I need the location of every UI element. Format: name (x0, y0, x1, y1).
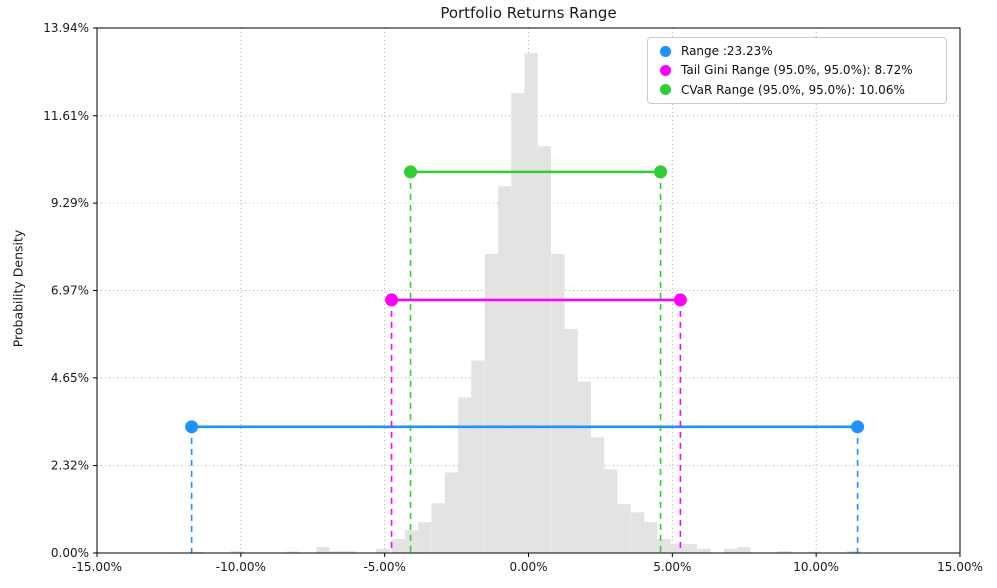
histogram-bar (697, 548, 711, 553)
histogram-bar (498, 186, 512, 553)
histogram-bar (376, 548, 390, 553)
histogram-bar (537, 146, 552, 553)
chart-title: Portfolio Returns Range (440, 4, 617, 22)
histogram-bar (590, 437, 605, 553)
histogram-bar (418, 522, 432, 553)
legend-item-cvar: CVaR Range (95.0%, 95.0%): 10.06% (656, 81, 938, 99)
range-endpoint-dot (385, 293, 399, 307)
histogram-bar (444, 472, 459, 553)
legend-label-range: Range :23.23% (681, 44, 773, 59)
legend-label-tail-gini: Tail Gini Range (95.0%, 95.0%): 8.72% (681, 63, 913, 78)
x-tick-label: -15.00% (72, 560, 122, 574)
x-tick-label: 10.00% (793, 560, 839, 574)
histogram-bar (644, 522, 658, 553)
legend-label-cvar: CVaR Range (95.0%, 95.0%): 10.06% (681, 82, 905, 97)
histogram-bar (806, 551, 820, 553)
histogram-bar (431, 503, 445, 553)
histogram-bar (524, 53, 538, 553)
histogram-bar (777, 551, 791, 553)
range-endpoint-dot (404, 165, 418, 179)
range-endpoint-dot (185, 420, 199, 434)
legend-item-range: Range :23.23% (656, 42, 938, 60)
tail-gini-legend-dot-icon (660, 64, 671, 76)
histogram-bar (604, 469, 618, 553)
histogram-bar (484, 253, 499, 553)
y-tick-label: 11.61% (43, 109, 89, 123)
histogram-bar (723, 548, 738, 553)
histogram-bar (230, 551, 244, 553)
range-endpoint-dot (851, 420, 865, 434)
y-axis-label: Probability Density (10, 229, 26, 348)
histogram-bar (577, 381, 591, 553)
histogram-bar (190, 551, 204, 553)
histogram-bar (670, 543, 684, 553)
y-tick-label: 13.94% (43, 21, 89, 35)
histogram-bar (329, 551, 344, 553)
histogram-bar (564, 328, 578, 553)
range-legend-dot-icon (660, 45, 671, 57)
histogram-bar (343, 551, 357, 553)
legend-box: Range :23.23% Tail Gini Range (95.0%, 95… (647, 37, 947, 104)
histogram-bar (737, 546, 751, 553)
histogram-bar (551, 253, 565, 553)
cvar-legend-dot-icon (660, 84, 671, 96)
histogram-bar (285, 551, 299, 553)
histogram-bar (316, 546, 330, 553)
histogram-bar (630, 512, 645, 553)
histogram-bar (471, 360, 485, 553)
x-tick-label: 0.00% (509, 560, 547, 574)
histogram-bar (391, 539, 405, 553)
range-endpoint-dot (673, 293, 687, 307)
histogram-bar (458, 397, 472, 553)
y-tick-label: 2.32% (51, 459, 89, 473)
histogram-bar (683, 543, 698, 553)
y-tick-label: 0.00% (51, 546, 89, 560)
histogram-bar (657, 539, 671, 553)
y-tick-label: 6.97% (51, 284, 89, 298)
legend-item-tail-gini: Tail Gini Range (95.0%, 95.0%): 8.72% (656, 61, 938, 79)
y-tick-label: 9.29% (51, 196, 89, 210)
x-tick-label: 15.00% (937, 560, 983, 574)
x-tick-label: -10.00% (216, 560, 266, 574)
histogram-bar (617, 504, 631, 553)
range-endpoint-dot (654, 165, 668, 179)
x-tick-label: 5.00% (653, 560, 691, 574)
histogram-bar (404, 530, 419, 553)
histogram-bar (511, 93, 525, 553)
x-tick-label: -5.00% (363, 560, 405, 574)
y-tick-label: 4.65% (51, 371, 89, 385)
histogram-bar (846, 551, 860, 553)
